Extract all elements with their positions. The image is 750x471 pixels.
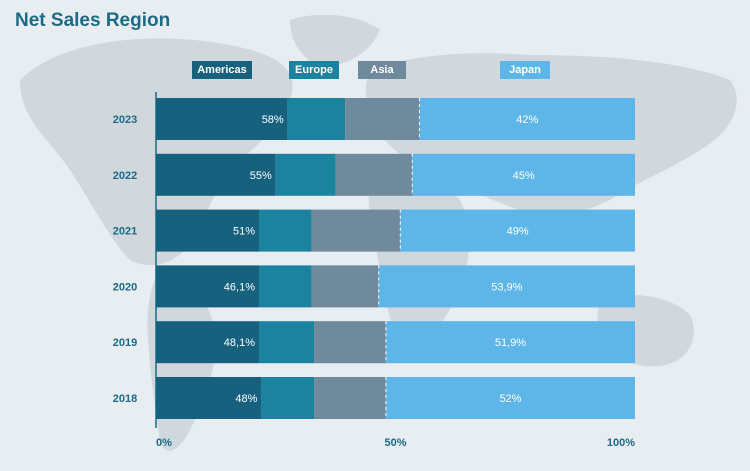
bar-asia-2023 xyxy=(345,98,420,140)
chart-title: Net Sales Region xyxy=(15,10,171,31)
bar-asia-2021 xyxy=(311,209,401,252)
data-label-japan-2023: 42% xyxy=(516,114,538,126)
bar-europe-2021 xyxy=(258,209,312,252)
data-label-outside-japan-2022: 55% xyxy=(250,170,272,182)
bar-japan-2019 xyxy=(385,321,635,364)
data-label-outside-japan-2023: 58% xyxy=(262,114,284,126)
bar-japan-2022 xyxy=(412,153,635,196)
data-label-japan-2019: 51,9% xyxy=(495,337,526,349)
bar-japan-2018 xyxy=(385,377,635,419)
x-tick-50: 50% xyxy=(384,437,406,449)
bar-japan-2021 xyxy=(400,209,635,252)
bar-japan-2020 xyxy=(378,265,635,308)
bar-asia-2018 xyxy=(314,377,386,419)
bar-asia-2020 xyxy=(311,265,379,308)
bar-americas-2023 xyxy=(156,98,288,140)
legend-europe: Europe xyxy=(289,61,339,79)
legend-americas: Americas xyxy=(192,61,252,79)
data-label-japan-2022: 45% xyxy=(513,170,535,182)
bar-americas-2020 xyxy=(156,265,259,308)
bar-japan-2023 xyxy=(419,98,635,140)
data-label-outside-japan-2020: 46,1% xyxy=(224,281,255,293)
bar-americas-2022 xyxy=(156,153,276,196)
x-tick-100: 100% xyxy=(607,437,635,449)
data-label-japan-2018: 52% xyxy=(499,393,521,405)
legend-asia: Asia xyxy=(358,61,406,79)
bar-americas-2018 xyxy=(156,377,262,419)
legend-label-americas: Americas xyxy=(197,64,247,76)
bar-europe-2018 xyxy=(261,377,315,419)
bar-americas-2021 xyxy=(156,209,259,252)
category-label-2018: 2018 xyxy=(113,393,137,405)
bar-americas-2019 xyxy=(156,321,259,364)
category-label-2021: 2021 xyxy=(113,226,137,238)
bar-asia-2019 xyxy=(314,321,386,364)
category-label-2022: 2022 xyxy=(113,170,137,182)
category-label-2019: 2019 xyxy=(113,337,137,349)
data-label-japan-2021: 49% xyxy=(507,226,529,238)
data-label-outside-japan-2019: 48,1% xyxy=(224,337,255,349)
bar-asia-2022 xyxy=(335,153,413,196)
legend-label-asia: Asia xyxy=(370,64,394,76)
category-label-2023: 2023 xyxy=(113,114,137,126)
legend-label-europe: Europe xyxy=(295,64,333,76)
data-label-japan-2020: 53,9% xyxy=(491,281,522,293)
bar-europe-2020 xyxy=(258,265,312,308)
category-label-2020: 2020 xyxy=(113,281,137,293)
legend-label-japan: Japan xyxy=(509,64,541,76)
data-label-outside-japan-2018: 48% xyxy=(235,393,257,405)
x-tick-0: 0% xyxy=(156,437,172,449)
data-label-outside-japan-2021: 51% xyxy=(233,226,255,238)
legend-japan: Japan xyxy=(500,61,550,79)
bar-europe-2022 xyxy=(275,153,336,196)
bar-europe-2019 xyxy=(258,321,315,364)
bar-europe-2023 xyxy=(287,98,346,140)
